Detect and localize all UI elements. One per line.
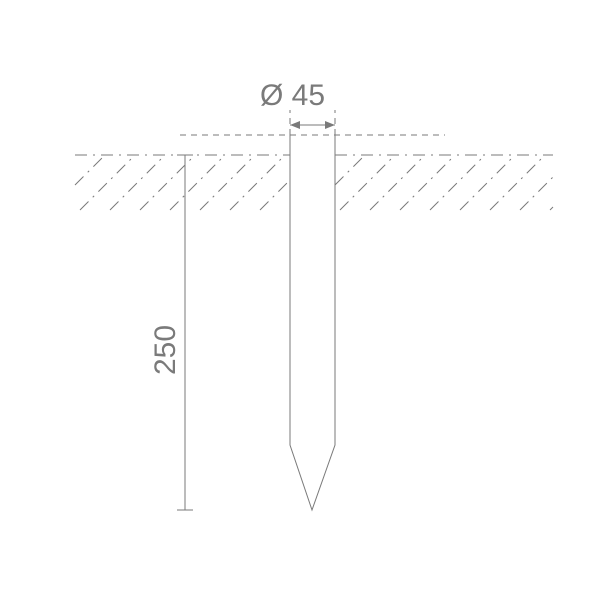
stake-technical-drawing: Ø 45 250 — [0, 0, 600, 600]
diameter-dimension: Ø 45 — [260, 79, 335, 129]
ground-hatch-right — [335, 155, 553, 210]
stake-outline — [290, 135, 335, 510]
height-label: 250 — [149, 325, 182, 375]
ground-hatch-left — [75, 155, 290, 210]
height-dimension: 250 — [149, 155, 193, 510]
diameter-label: Ø 45 — [260, 79, 325, 112]
